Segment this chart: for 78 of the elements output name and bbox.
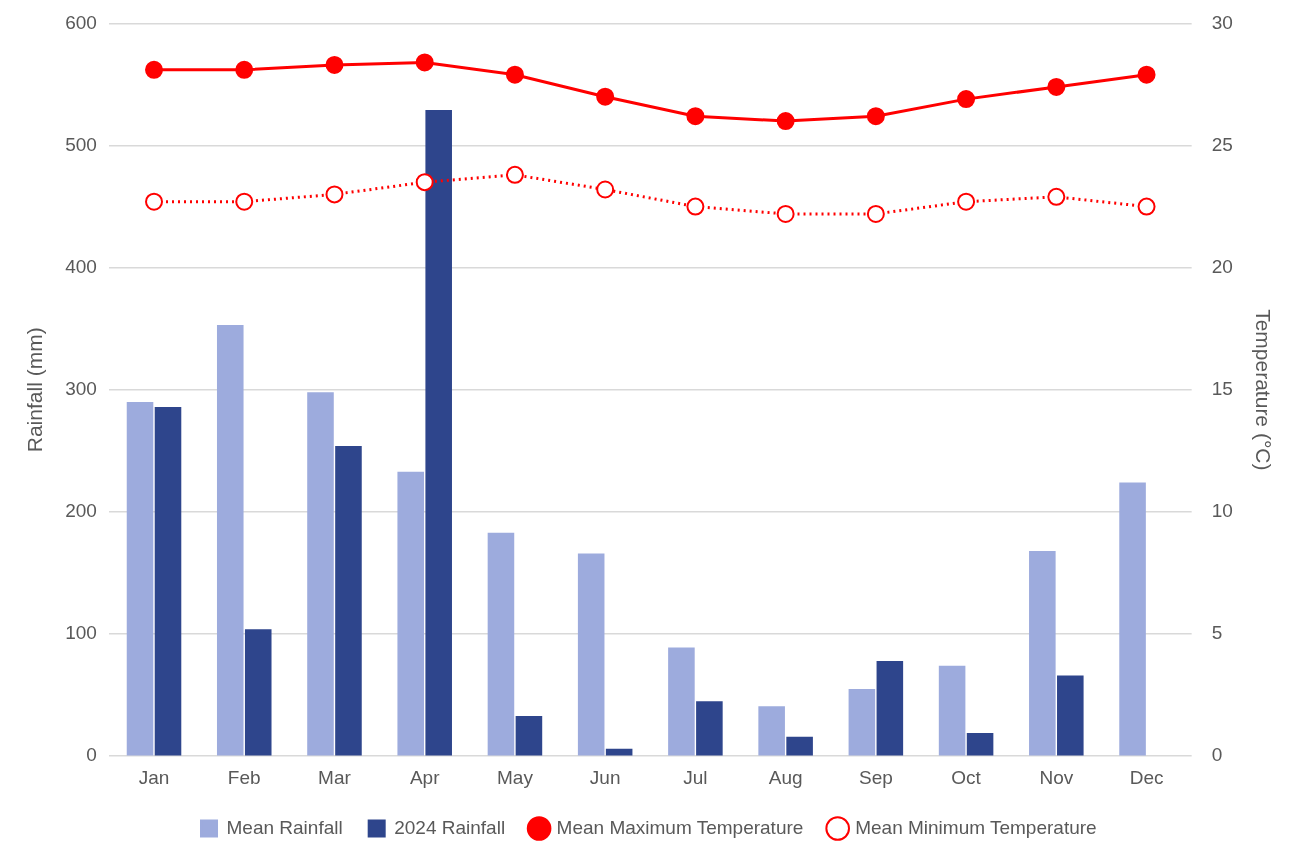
bar xyxy=(758,706,785,756)
y-tick-label: 0 xyxy=(86,744,97,766)
y2-tick-label: 0 xyxy=(1211,744,1223,766)
x-tick-label: May xyxy=(496,766,534,788)
bar xyxy=(786,736,813,756)
bar xyxy=(938,665,966,756)
point xyxy=(957,192,976,211)
point xyxy=(505,65,524,84)
point xyxy=(596,180,615,199)
bar xyxy=(154,406,182,756)
point xyxy=(235,192,254,211)
point xyxy=(776,112,795,131)
point xyxy=(505,165,524,184)
bar xyxy=(577,553,605,756)
bar xyxy=(1057,675,1084,756)
y2-tick-label: 25 xyxy=(1211,133,1233,155)
point xyxy=(1047,77,1066,96)
point xyxy=(325,185,344,204)
bar xyxy=(244,629,272,756)
point xyxy=(325,55,344,74)
x-tick-label: Sep xyxy=(858,766,893,788)
point xyxy=(866,204,885,223)
point xyxy=(866,107,885,126)
y-tick-label: 300 xyxy=(65,378,97,400)
point xyxy=(415,53,434,72)
x-tick-label: Jun xyxy=(589,766,621,788)
legend-label: Mean Minimum Temperature xyxy=(855,816,1097,838)
y2-axis-title: Temperature (°C) xyxy=(1251,309,1275,471)
y2-tick-label: 15 xyxy=(1211,378,1233,400)
bar xyxy=(425,110,452,756)
bar xyxy=(515,715,543,756)
y2-tick-label: 10 xyxy=(1211,500,1233,522)
y-axis-title: Rainfall (mm) xyxy=(23,327,47,453)
point xyxy=(1137,197,1156,216)
bar xyxy=(876,660,904,756)
x-tick-label: Feb xyxy=(227,766,261,788)
y-tick-label: 200 xyxy=(65,500,97,522)
bar xyxy=(1119,482,1146,756)
point xyxy=(145,60,164,79)
y2-tick-label: 30 xyxy=(1211,11,1233,33)
y-tick-label: 400 xyxy=(65,255,97,277)
legend-label: 2024 Rainfall xyxy=(394,816,506,838)
point xyxy=(235,60,254,79)
x-tick-label: Nov xyxy=(1039,766,1074,788)
bar xyxy=(397,471,425,756)
point xyxy=(776,204,795,223)
y-tick-label: 100 xyxy=(65,622,97,644)
point xyxy=(686,197,705,216)
point xyxy=(957,90,976,109)
x-tick-label: Apr xyxy=(409,766,441,788)
point xyxy=(415,173,434,192)
bar xyxy=(307,392,334,756)
point xyxy=(596,87,615,106)
x-tick-label: Aug xyxy=(768,766,803,788)
bar xyxy=(848,689,876,756)
y-tick-label: 600 xyxy=(65,11,97,33)
bar xyxy=(216,325,244,756)
point xyxy=(145,192,164,211)
bar xyxy=(696,701,723,756)
x-tick-label: Dec xyxy=(1129,766,1164,788)
bar xyxy=(487,532,515,756)
y2-tick-label: 20 xyxy=(1211,255,1233,277)
point xyxy=(1047,187,1066,206)
point xyxy=(1137,65,1156,84)
bar xyxy=(966,733,994,756)
x-tick-label: Jul xyxy=(683,766,708,788)
bar xyxy=(668,647,695,756)
x-tick-label: Jan xyxy=(138,766,170,788)
legend-label: Mean Rainfall xyxy=(226,816,343,838)
bar xyxy=(335,445,362,756)
y-tick-label: 500 xyxy=(65,133,97,155)
legend-label: Mean Maximum Temperature xyxy=(556,816,804,838)
bar xyxy=(126,402,154,756)
x-tick-label: Oct xyxy=(951,766,982,788)
y2-tick-label: 5 xyxy=(1211,622,1223,644)
bar xyxy=(1029,551,1056,756)
x-tick-label: Mar xyxy=(318,766,352,788)
point xyxy=(686,107,705,126)
